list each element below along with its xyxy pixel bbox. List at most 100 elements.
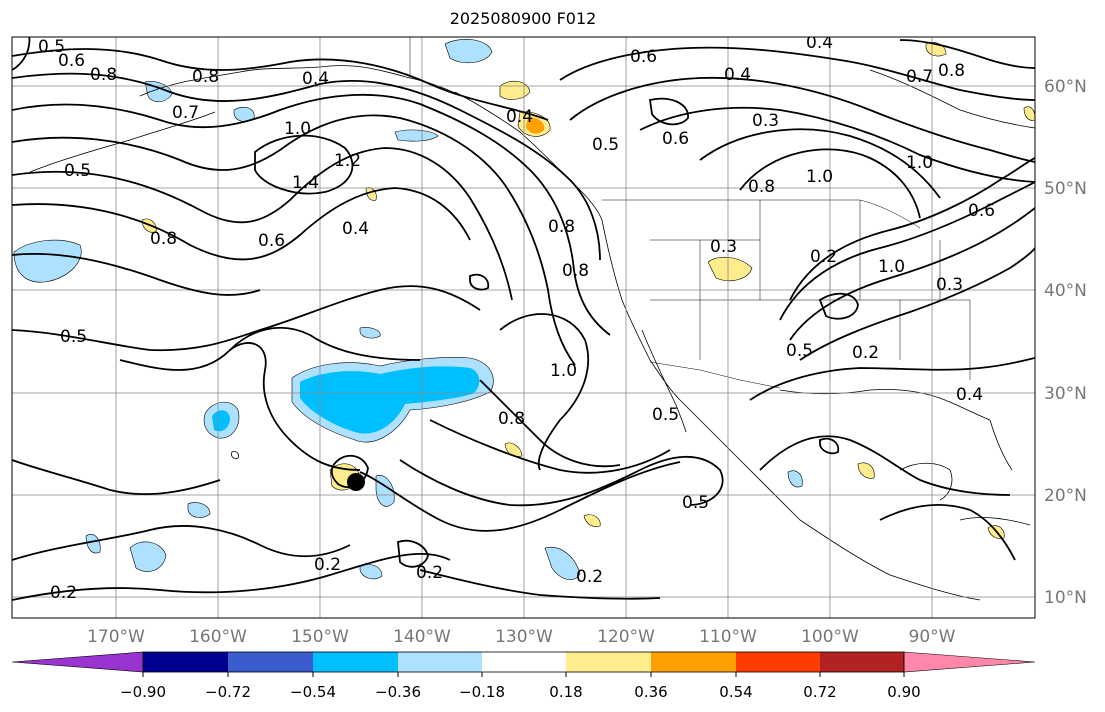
contour-line [12,252,261,296]
contour-label: 1.0 [806,167,833,187]
contour-label: 0.2 [50,583,77,603]
lon-label: 130°W [495,627,553,647]
gridlines [12,37,1035,618]
contour-label: 1.4 [292,173,319,193]
contour-line [12,285,481,352]
mexico-west-coast [679,399,981,601]
contour-label: 0.4 [806,33,833,53]
contour-label: 0.2 [576,567,603,587]
contour-line [12,525,351,561]
contour-label: 0.6 [258,231,285,251]
contour-label: 0.4 [302,69,329,89]
contour-line [12,72,601,261]
contour-label: 0.6 [662,129,689,149]
lon-label: 100°W [801,627,859,647]
contour-label: 0.2 [810,247,837,267]
colorbar-tick-label: 0.18 [549,683,582,701]
contour-label: 0.8 [150,229,177,249]
contour-label: 1.0 [284,119,311,139]
contour-label: 0.2 [314,555,341,575]
contour-label: 0.3 [752,111,779,131]
contour-line [419,569,661,600]
colorbar-segment [482,652,566,672]
contour-label: 0.8 [90,65,117,85]
negative-anomaly-core [300,366,480,434]
negative-anomaly-region [13,239,82,283]
negative-anomaly-region [187,502,211,518]
colorbar-segment [736,652,820,672]
lon-label: 150°W [291,627,349,647]
contour-label: 0.8 [548,217,575,237]
contour-label: 1.0 [550,361,577,381]
colorbar-tick-label: −0.18 [459,683,505,701]
negative-anomaly-core [212,410,230,432]
latitude-labels: 60°N 50°N 40°N 30°N 20°N 10°N [1044,77,1087,608]
baja-peninsula [641,329,687,433]
negative-anomaly-region [787,470,803,488]
lon-label: 160°W [189,627,247,647]
contour-line [569,76,1035,163]
contour-label: 0.4 [506,107,533,127]
contour-line [559,46,1035,101]
contour-line [397,539,429,568]
negative-anomaly-region [394,129,439,142]
negative-anomaly-region [233,106,255,122]
contour-label: 0.8 [938,61,965,81]
contour-label: 0.5 [38,37,65,57]
colorbar-segment [143,652,228,672]
colorbar-segment [903,651,1036,673]
colorbar-tick-label: −0.90 [120,683,166,701]
contour-line [789,157,1035,301]
yucatan [899,462,953,501]
contour-line [469,273,490,291]
lon-label: 170°W [87,627,145,647]
contour-line [899,39,1035,69]
florida [989,419,1013,471]
colorbar-segment [820,652,904,672]
contour-line [12,187,471,261]
contour-line [639,106,1035,183]
contour-label: 0.8 [748,177,775,197]
contour-line [759,435,1011,496]
lat-label: 20°N [1044,486,1087,506]
contour-line [739,148,921,219]
us-west-coast [601,219,681,401]
contour-label: 0.3 [710,237,737,257]
positive-anomaly-region [1023,106,1035,121]
colorbar: −0.90 −0.72 −0.54 −0.36 −0.18 0.18 0.36 … [11,651,1036,701]
lon-label: 120°W [597,627,655,647]
contour-label: 0.5 [786,341,813,361]
lat-label: 30°N [1044,384,1087,404]
contour-line [648,97,689,126]
contour-line [799,247,1035,361]
contour-label: 0.8 [498,409,525,429]
contour-label: 0.5 [64,161,91,181]
contour-label: 1.0 [878,257,905,277]
contour-line [12,147,513,301]
contour-line [12,48,549,121]
contour-line [254,134,354,195]
aleutian-arc [29,111,216,173]
contour-label: 0.5 [60,327,87,347]
contour-label: 0.2 [852,343,879,363]
contour-line [12,93,611,336]
lat-label: 50°N [1044,179,1087,199]
colorbar-tick-label: −0.54 [290,683,336,701]
positive-anomaly-region [504,442,523,457]
contour-label: 0.5 [652,405,679,425]
state-border [759,200,861,300]
coastlines [29,65,1035,601]
longitude-labels: 170°W 160°W 150°W 140°W 130°W 120°W 110°… [87,627,956,647]
contour-label: 0.7 [172,103,199,123]
contour-label: 0.7 [906,67,933,87]
contour-line [779,181,1035,321]
map-frame [11,36,1036,619]
colorbar-tick-label: 0.54 [719,683,752,701]
colorbar-segment [11,651,144,673]
colorbar-segment [398,652,482,672]
contour-lines [12,37,1035,601]
contour-line [499,313,590,471]
lon-label: 140°W [393,627,451,647]
contour-label: 0.6 [968,201,995,221]
